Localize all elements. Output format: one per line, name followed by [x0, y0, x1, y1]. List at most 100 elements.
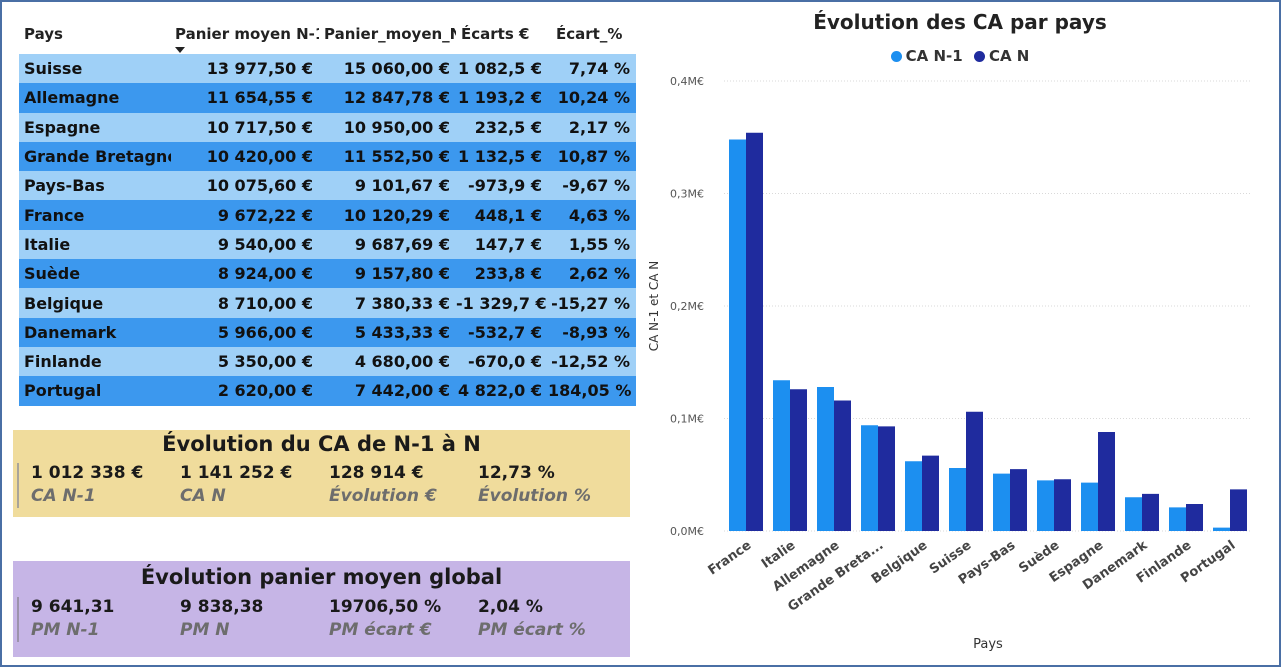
- legend-dot-icon: [973, 51, 985, 62]
- legend-item-ca-n1[interactable]: CA N-1: [890, 47, 963, 65]
- table-body: Suisse 13 977,50 € 15 060,00 € 1 082,5 € 7,7…: [19, 54, 636, 406]
- y-tick-label: 0,3M€: [670, 188, 704, 201]
- row-panier-n1: 13 977,50 €: [206, 59, 313, 79]
- row-ecart-pct: 2,17 %: [568, 117, 630, 137]
- header-panier-n[interactable]: Panier_moyen_N: [324, 25, 456, 43]
- row-panier-n1: 9 540,00 €: [217, 234, 313, 254]
- chart-legend: CA N-1 CA N: [640, 47, 1280, 65]
- kpi-value: 9 838,38: [180, 597, 264, 617]
- header-pays[interactable]: Pays: [24, 25, 63, 43]
- y-tick-label: 0,4M€: [670, 75, 704, 88]
- table-row[interactable]: Espagne 10 717,50 € 10 950,00 € 232,5 € 2,17…: [19, 112, 636, 142]
- table-row[interactable]: Pays-Bas 10 075,60 € 9 101,67 € -973,9 € -9,…: [19, 171, 636, 201]
- kpi-pm-ecart-pct: 2,04 % PM écart %: [466, 597, 615, 642]
- bar-ca-n1: [861, 425, 878, 531]
- table-row[interactable]: Allemagne 11 654,55 € 12 847,78 € 1 193,2 €…: [19, 83, 636, 113]
- table-row[interactable]: Italie 9 540,00 € 9 687,69 € 147,7 € 1,55 %: [19, 229, 636, 260]
- row-panier-n: 11 552,50 €: [343, 147, 450, 167]
- table-row[interactable]: Danemark 5 966,00 € 5 433,33 € -532,7 € -8,9…: [19, 317, 636, 347]
- row-pays: Suisse: [24, 59, 83, 79]
- row-panier-n1: 5 350,00 €: [217, 352, 313, 372]
- bar-ca-n1: [1213, 527, 1230, 531]
- y-tick-label: 0,2M€: [670, 300, 704, 313]
- kpi-label: PM N: [180, 620, 230, 640]
- row-panier-n1: 5 966,00 €: [217, 322, 313, 342]
- chart-title: Évolution des CA par pays: [813, 10, 1107, 34]
- row-pays: Suède: [24, 264, 81, 284]
- header-ecarts[interactable]: Écarts €: [461, 25, 530, 43]
- kpi-evolution-eur: 128 914 € Évolution €: [317, 463, 466, 508]
- table-row[interactable]: France 9 672,22 € 10 120,29 € 448,1 € 4,63 %: [19, 200, 636, 230]
- row-pays: Pays-Bas: [24, 176, 105, 196]
- row-ecart-eur: 4 822,0 €: [457, 381, 542, 401]
- table-row[interactable]: Grande Bretagne 10 420,00 € 11 552,50 € 1 1…: [19, 141, 636, 172]
- kpi-label: PM N-1: [31, 620, 100, 640]
- row-panier-n: 9 687,69 €: [354, 234, 450, 254]
- y-axis-label: CA N-1 et CA N: [647, 261, 661, 351]
- row-ecart-pct: 2,62 %: [568, 264, 630, 284]
- row-panier-n1: 8 710,00 €: [217, 293, 313, 313]
- kpi-pm-ecart-eur: 19706,50 % PM écart €: [317, 597, 466, 642]
- row-pays: Danemark: [24, 322, 117, 342]
- bar-ca-n1: [1081, 482, 1098, 531]
- table-row[interactable]: Finlande 5 350,00 € 4 680,00 € -670,0 € -12,…: [19, 346, 636, 377]
- kpi-label: Évolution %: [478, 486, 591, 506]
- bar-ca-n: [1098, 432, 1115, 531]
- bar-ca-n: [966, 411, 983, 531]
- row-ecart-eur: -670,0 €: [468, 352, 542, 372]
- row-panier-n: 7 380,33 €: [354, 293, 450, 313]
- kpi-value: 9 641,31: [31, 597, 115, 617]
- row-panier-n: 10 120,29 €: [343, 205, 450, 225]
- row-panier-n: 12 847,78 €: [343, 88, 450, 108]
- row-panier-n1: 10 717,50 €: [206, 117, 313, 137]
- kpi-pm-n1: 9 641,31 PM N-1: [19, 597, 168, 642]
- row-ecart-pct: 10,87 %: [557, 147, 630, 167]
- header-ecart-pct[interactable]: Écart_%: [556, 25, 623, 43]
- row-ecart-eur: 448,1 €: [474, 205, 542, 225]
- row-pays: Finlande: [24, 352, 102, 372]
- table-header: Pays Panier moyen N-1 Panier_moyen_N Éca…: [19, 14, 636, 54]
- row-ecart-eur: 1 193,2 €: [457, 88, 542, 108]
- row-panier-n1: 8 924,00 €: [217, 264, 313, 284]
- row-ecart-pct: -8,93 %: [562, 322, 630, 342]
- row-panier-n: 15 060,00 €: [343, 59, 450, 79]
- legend-item-ca-n[interactable]: CA N: [973, 47, 1029, 65]
- kpi-label: CA N-1: [31, 486, 96, 506]
- row-panier-n1: 10 075,60 €: [206, 176, 313, 196]
- kpi-ca-n: 1 141 252 € CA N: [168, 463, 317, 508]
- row-ecart-pct: 10,24 %: [557, 88, 630, 108]
- header-panier-n1[interactable]: Panier moyen N-1: [175, 25, 319, 43]
- row-ecart-pct: -9,67 %: [562, 176, 630, 196]
- table-row[interactable]: Portugal 2 620,00 € 7 442,00 € 4 822,0 € 184…: [19, 376, 636, 406]
- kpi-value: 1 141 252 €: [180, 463, 293, 483]
- kpi-label: Évolution €: [329, 486, 437, 506]
- chart-plot: 0,0M€ 0,1M€ 0,2M€ 0,3M€ 0,4M€ CA N-1 et CA N P…: [647, 75, 1252, 652]
- kpi-label: PM écart %: [478, 620, 586, 640]
- legend-label: CA N-1: [905, 47, 963, 65]
- x-axis-label: Pays: [973, 637, 1003, 652]
- ca-kpi-row: 1 012 338 € CA N-1 1 141 252 € CA N 128 91…: [17, 463, 626, 508]
- row-ecart-pct: 7,74 %: [568, 59, 630, 79]
- bar-ca-n: [1054, 479, 1071, 531]
- legend-dot-icon: [890, 51, 902, 62]
- table-row[interactable]: Suisse 13 977,50 € 15 060,00 € 1 082,5 € 7,7…: [19, 54, 636, 84]
- kpi-label: CA N: [180, 486, 226, 506]
- row-ecart-eur: 233,8 €: [474, 264, 542, 284]
- row-ecart-pct: 184,05 %: [548, 381, 632, 401]
- sort-desc-icon[interactable]: [175, 47, 185, 53]
- bar-ca-n1: [905, 461, 922, 531]
- bar-ca-n: [1010, 469, 1027, 531]
- bar-ca-n: [1186, 504, 1203, 531]
- bar-ca-n: [746, 132, 763, 531]
- row-ecart-eur: 232,5 €: [474, 117, 542, 137]
- bar-ca-n1: [817, 387, 834, 531]
- row-ecart-pct: 4,63 %: [568, 205, 630, 225]
- row-ecart-pct: -15,27 %: [551, 293, 630, 313]
- table-row[interactable]: Belgique 8 710,00 € 7 380,33 € -1 329,7 € -1…: [19, 288, 636, 318]
- table-row[interactable]: Suède 8 924,00 € 9 157,80 € 233,8 € 2,62 %: [19, 259, 636, 289]
- kpi-value: 19706,50 %: [329, 597, 442, 617]
- row-ecart-eur: -1 329,7 €: [456, 293, 547, 313]
- kpi-value: 12,73 %: [478, 463, 555, 483]
- bar-ca-n1: [1169, 507, 1186, 531]
